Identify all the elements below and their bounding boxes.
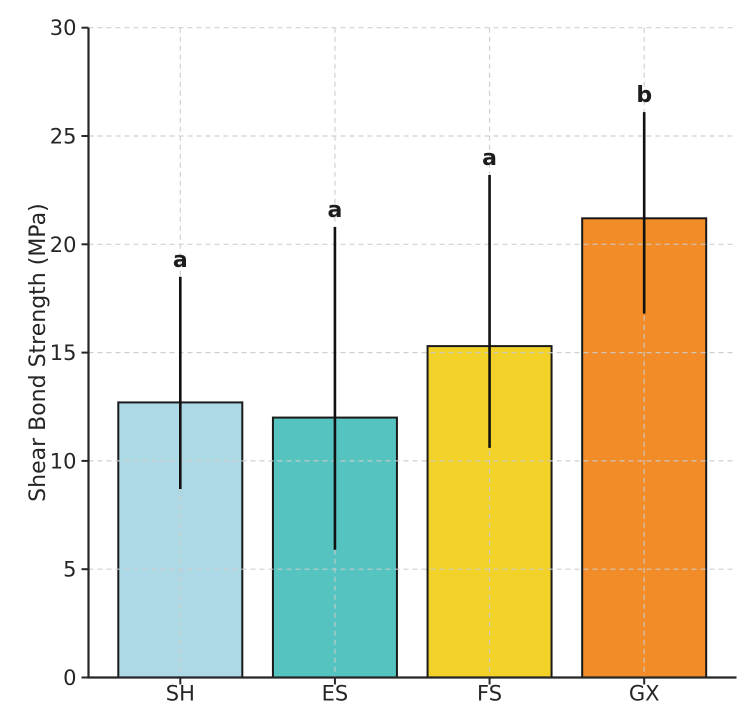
y-tick-label-10: 10 [50,449,77,473]
x-tick-label-gx: GX [629,682,660,706]
sig-letter-fs: a [482,146,497,171]
y-tick-label-25: 25 [50,125,77,149]
y-tick-label-30: 30 [50,16,77,40]
x-tick-label-sh: SH [166,682,195,706]
y-tick-label-15: 15 [50,341,77,365]
y-tick-label-0: 0 [63,666,76,690]
sig-letter-sh: a [173,248,188,273]
sig-letter-es: a [328,198,343,223]
y-axis-label: Shear Bond Strength (MPa) [26,203,51,501]
y-tick-label-20: 20 [50,233,77,257]
sig-letters-group: a a a b [173,83,652,273]
y-tick-label-5: 5 [63,558,76,582]
x-tick-label-es: ES [322,682,349,706]
axes-group: 0 5 10 15 20 25 30 SH ES FS GX Shear Bond Strength … [26,16,737,706]
x-tick-label-fs: FS [477,682,502,706]
sig-letter-gx: b [636,83,652,108]
error-bars-group [179,112,646,550]
bars-group [117,217,708,679]
